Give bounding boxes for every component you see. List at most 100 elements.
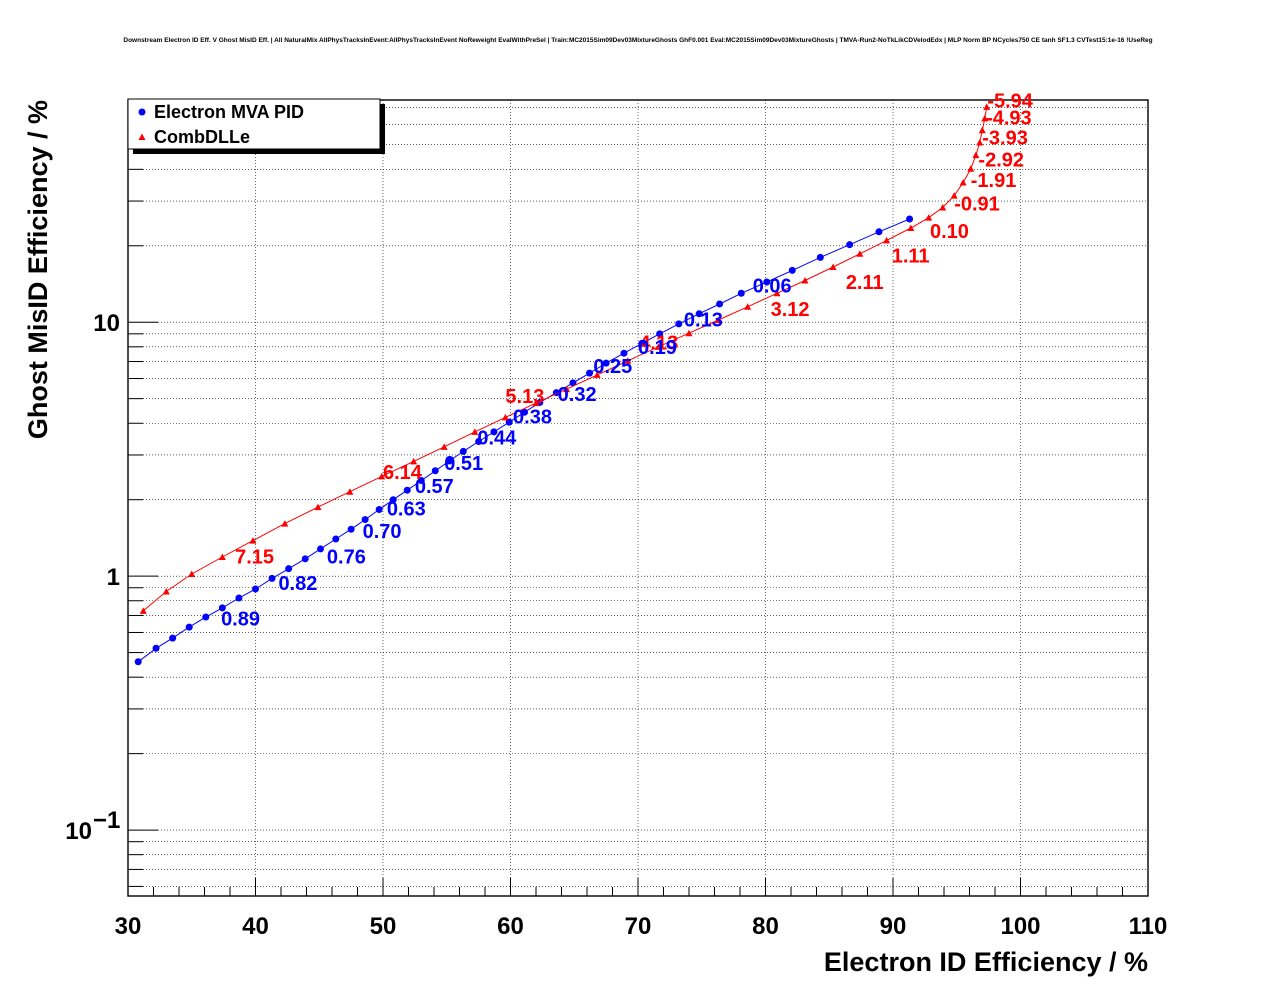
data-point-mva	[459, 447, 467, 455]
data-point-dlle	[471, 428, 479, 435]
data-point-mva	[620, 349, 628, 357]
data-point-mva	[185, 623, 193, 631]
legend: Electron MVA PID CombDLLe	[127, 98, 385, 154]
data-point-dlle	[981, 114, 989, 122]
data-point-dlle	[654, 343, 662, 350]
data-label: -0.91	[954, 194, 1000, 216]
data-point-dlle	[744, 303, 752, 310]
x-axis-title: Electron ID Efficiency / %	[824, 947, 1148, 977]
data-label: 5.13	[505, 386, 544, 408]
data-point-mva	[906, 215, 914, 223]
data-point-mva	[417, 477, 425, 485]
legend-marker-mva	[138, 108, 146, 116]
data-label: 2.11	[846, 272, 884, 294]
x-tick-label: 70	[625, 913, 652, 940]
data-point-dlle	[188, 570, 196, 577]
data-label: 6.14	[383, 462, 423, 484]
data-point-mva	[846, 241, 854, 249]
data-point-dlle	[939, 203, 947, 211]
data-point-dlle	[162, 587, 170, 595]
data-label: 0.19	[638, 337, 677, 359]
data-label: -3.93	[982, 128, 1028, 150]
data-point-mva	[763, 278, 771, 286]
data-point-dlle	[967, 165, 975, 172]
data-point-dlle	[501, 413, 509, 421]
data-point-mva	[505, 418, 513, 426]
data-point-dlle	[959, 178, 967, 186]
data-point-mva	[490, 428, 498, 436]
data-point-dlle	[218, 553, 226, 560]
data-point-mva	[268, 574, 276, 582]
data-label: 0.57	[415, 476, 454, 498]
data-point-mva	[403, 486, 411, 494]
data-point-mva	[235, 594, 243, 602]
y-tick-exponent: −1	[93, 807, 120, 834]
data-point-mva	[695, 310, 703, 318]
data-point-mva	[389, 496, 397, 504]
data-point-mva	[788, 266, 796, 274]
data-point-dlle	[685, 329, 693, 337]
data-point-mva	[638, 339, 646, 347]
y-tick-label: 10	[93, 310, 120, 337]
data-label: 0.89	[221, 608, 260, 630]
data-point-dlle	[714, 316, 722, 324]
data-label: 0.32	[558, 384, 597, 406]
data-label: 0.10	[930, 221, 969, 243]
data-point-dlle	[907, 224, 915, 231]
data-label: 0.82	[278, 573, 317, 595]
data-label: 1.11	[892, 245, 930, 267]
data-label: 0.63	[387, 499, 426, 521]
data-point-dlle	[314, 503, 322, 511]
data-point-mva	[134, 658, 142, 666]
data-label: -4.93	[986, 108, 1032, 130]
data-label: -2.92	[978, 150, 1024, 172]
data-point-dlle	[801, 276, 809, 284]
legend-label-dlle: CombDLLe	[154, 127, 250, 147]
data-point-dlle	[410, 457, 418, 465]
data-point-dlle	[249, 537, 257, 544]
data-label: 0.51	[444, 453, 483, 475]
data-point-mva	[816, 253, 824, 261]
data-point-mva	[445, 457, 453, 465]
data-label: 0.70	[363, 521, 402, 543]
x-tick-label: 100	[1000, 913, 1040, 940]
data-point-dlle	[883, 236, 891, 244]
y-tick-label: 1	[107, 564, 120, 591]
data-label: 0.06	[753, 275, 792, 297]
legend-label-mva: Electron MVA PID	[154, 102, 304, 122]
data-point-mva	[252, 585, 259, 593]
data-point-mva	[301, 555, 309, 563]
x-tick-label: 80	[752, 913, 779, 940]
data-point-dlle	[440, 443, 448, 450]
data-point-mva	[332, 535, 340, 543]
x-tick-label: 90	[880, 913, 907, 940]
data-point-dlle	[950, 192, 958, 199]
data-label: 7.15	[235, 547, 274, 569]
x-tick-label: 50	[370, 913, 397, 940]
data-point-dlle	[925, 214, 933, 221]
data-point-mva	[375, 505, 383, 513]
legend-marker-dlle	[138, 133, 146, 140]
data-point-dlle	[978, 126, 986, 134]
point-labels: -5.94-4.93-3.93-2.92-1.91-0.91 0.101.11 2.…	[221, 91, 1034, 631]
data-point-mva	[431, 467, 439, 475]
data-label: 0.76	[327, 547, 366, 569]
x-tick-label: 40	[242, 913, 269, 940]
y-tick-label: 10	[65, 818, 92, 845]
data-label: 0.13	[684, 310, 723, 332]
x-tick-label: 30	[115, 913, 142, 940]
data-label: 0.38	[513, 406, 552, 428]
data-point-dlle	[281, 520, 289, 527]
data-label: 4.13	[639, 333, 678, 355]
data-point-mva	[152, 644, 160, 652]
y-axis-title: Ghost MisID Efficiency / %	[23, 100, 53, 439]
data-point-dlle	[378, 472, 386, 480]
data-point-mva	[716, 300, 724, 308]
data-point-mva	[218, 604, 226, 612]
legend-box	[127, 98, 381, 150]
data-point-dlle	[624, 357, 632, 364]
data-point-dlle	[983, 103, 991, 110]
data-label: 3.12	[771, 299, 810, 321]
data-point-mva	[737, 289, 745, 297]
